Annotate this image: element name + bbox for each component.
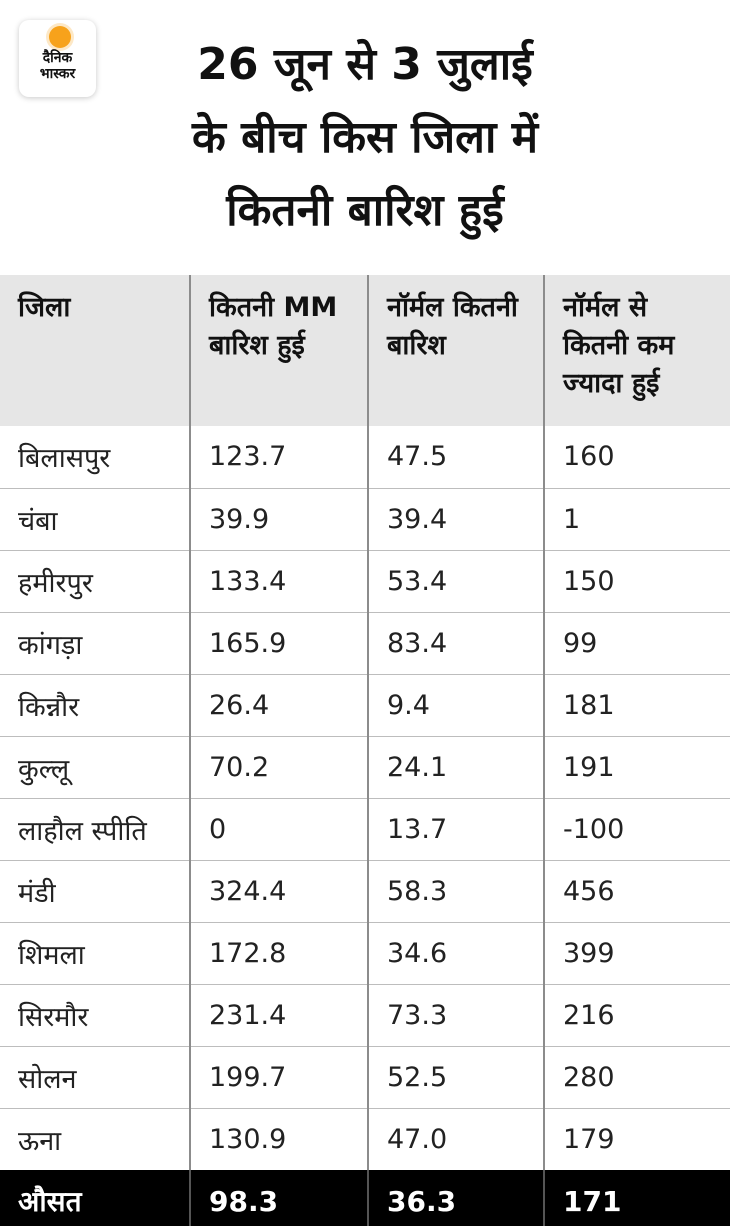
district-cell: कुल्लू bbox=[0, 735, 190, 798]
rainfall-cell: 39.9 bbox=[189, 487, 368, 550]
rainfall-cell: 0 bbox=[189, 797, 368, 860]
rainfall-cell: 130.9 bbox=[189, 1107, 368, 1170]
rainfall-cell: 172.8 bbox=[189, 921, 368, 984]
table-footer: औसत 98.3 36.3 171 bbox=[0, 1170, 730, 1226]
normal-cell: 58.3 bbox=[367, 859, 544, 922]
header-deviation: नॉर्मल से कितनी कम ज्यादा हुई bbox=[543, 275, 730, 426]
deviation-cell: 1 bbox=[543, 487, 730, 550]
district-cell: मंडी bbox=[0, 859, 190, 922]
rainfall-cell: 26.4 bbox=[189, 673, 368, 736]
deviation-cell: 160 bbox=[543, 426, 730, 488]
average-row: औसत 98.3 36.3 171 bbox=[0, 1170, 730, 1226]
rainfall-cell: 123.7 bbox=[189, 426, 368, 488]
table-row: कुल्लू 70.2 24.1 191 bbox=[0, 735, 730, 798]
table-row: सिरमौर 231.4 73.3 216 bbox=[0, 983, 730, 1046]
table-row: लाहौल स्पीति 0 13.7 -100 bbox=[0, 797, 730, 860]
rainfall-cell: 70.2 bbox=[189, 735, 368, 798]
table-row: बिलासपुर 123.7 47.5 160 bbox=[0, 426, 730, 488]
header-row: जिला कितनी MM बारिश हुई नॉर्मल कितनी बार… bbox=[0, 275, 730, 426]
district-cell: सिरमौर bbox=[0, 983, 190, 1046]
deviation-cell: 191 bbox=[543, 735, 730, 798]
normal-cell: 47.5 bbox=[367, 426, 544, 488]
deviation-cell: 181 bbox=[543, 673, 730, 736]
deviation-cell: 216 bbox=[543, 983, 730, 1046]
district-cell: कांगड़ा bbox=[0, 611, 190, 674]
table-row: किन्नौर 26.4 9.4 181 bbox=[0, 673, 730, 736]
average-normal: 36.3 bbox=[367, 1170, 544, 1226]
deviation-cell: 150 bbox=[543, 549, 730, 612]
table-row: हमीरपुर 133.4 53.4 150 bbox=[0, 549, 730, 612]
average-label: औसत bbox=[0, 1170, 190, 1226]
average-deviation: 171 bbox=[543, 1170, 730, 1226]
normal-cell: 34.6 bbox=[367, 921, 544, 984]
table-body: बिलासपुर 123.7 47.5 160 चंबा 39.9 39.4 1 हमीरपुर… bbox=[0, 426, 730, 1170]
district-cell: किन्नौर bbox=[0, 673, 190, 736]
district-cell: ऊना bbox=[0, 1107, 190, 1170]
deviation-cell: 399 bbox=[543, 921, 730, 984]
normal-cell: 39.4 bbox=[367, 487, 544, 550]
normal-cell: 83.4 bbox=[367, 611, 544, 674]
district-cell: शिमला bbox=[0, 921, 190, 984]
rainfall-cell: 324.4 bbox=[189, 859, 368, 922]
table-row: कांगड़ा 165.9 83.4 99 bbox=[0, 611, 730, 674]
sun-icon bbox=[49, 26, 71, 48]
normal-cell: 53.4 bbox=[367, 549, 544, 612]
district-cell: सोलन bbox=[0, 1045, 190, 1108]
rainfall-cell: 199.7 bbox=[189, 1045, 368, 1108]
header-normal-rainfall: नॉर्मल कितनी बारिश bbox=[367, 275, 544, 426]
title-line-1: 26 जून से 3 जुलाई bbox=[197, 39, 533, 90]
table-row: ऊना 130.9 47.0 179 bbox=[0, 1107, 730, 1170]
title-line-3: कितनी बारिश हुई bbox=[226, 185, 504, 236]
table-row: शिमला 172.8 34.6 399 bbox=[0, 921, 730, 984]
normal-cell: 47.0 bbox=[367, 1107, 544, 1170]
table-row: मंडी 324.4 58.3 456 bbox=[0, 859, 730, 922]
average-rainfall: 98.3 bbox=[189, 1170, 368, 1226]
district-cell: बिलासपुर bbox=[18, 443, 111, 475]
district-cell: चंबा bbox=[0, 487, 190, 550]
deviation-cell: 280 bbox=[543, 1045, 730, 1108]
rainfall-cell: 133.4 bbox=[189, 549, 368, 612]
deviation-cell: 456 bbox=[543, 859, 730, 922]
normal-cell: 73.3 bbox=[367, 983, 544, 1046]
logo-line-1: दैनिक bbox=[42, 50, 73, 66]
deviation-cell: 179 bbox=[543, 1107, 730, 1170]
header: दैनिक भास्कर 26 जून से 3 जुलाई के बीच कि… bbox=[0, 0, 730, 275]
table-row: चंबा 39.9 39.4 1 bbox=[0, 487, 730, 550]
table-row: सोलन 199.7 52.5 280 bbox=[0, 1045, 730, 1108]
table-header: जिला कितनी MM बारिश हुई नॉर्मल कितनी बार… bbox=[0, 275, 730, 426]
header-rainfall-mm: कितनी MM बारिश हुई bbox=[189, 275, 368, 426]
deviation-cell: -100 bbox=[543, 797, 730, 860]
page-title: 26 जून से 3 जुलाई के बीच किस जिला में कि… bbox=[110, 28, 620, 247]
title-line-2: के बीच किस जिला में bbox=[191, 112, 539, 163]
normal-cell: 52.5 bbox=[367, 1045, 544, 1108]
rainfall-cell: 165.9 bbox=[189, 611, 368, 674]
normal-cell: 24.1 bbox=[367, 735, 544, 798]
district-cell: लाहौल स्पीति bbox=[0, 797, 190, 860]
rainfall-cell: 231.4 bbox=[189, 983, 368, 1046]
normal-cell: 9.4 bbox=[367, 673, 544, 736]
normal-cell: 13.7 bbox=[367, 797, 544, 860]
dainik-bhaskar-logo: दैनिक भास्कर bbox=[19, 20, 96, 97]
district-cell: हमीरपुर bbox=[0, 549, 190, 612]
header-district: जिला bbox=[0, 275, 190, 426]
deviation-cell: 99 bbox=[543, 611, 730, 674]
logo-line-2: भास्कर bbox=[39, 66, 76, 82]
logo-text: दैनिक भास्कर bbox=[19, 50, 96, 82]
rainfall-table: जिला कितनी MM बारिश हुई नॉर्मल कितनी बार… bbox=[0, 275, 730, 1226]
